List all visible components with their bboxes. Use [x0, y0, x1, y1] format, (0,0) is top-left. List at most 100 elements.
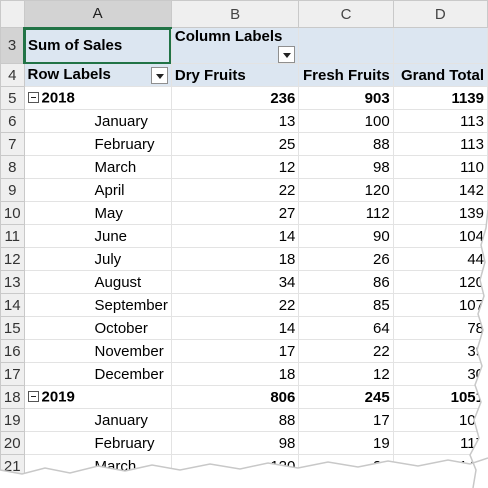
sales-value-cell[interactable]: 26: [298, 247, 394, 271]
sales-value-cell[interactable]: 14: [170, 316, 300, 340]
row-header[interactable]: 21: [0, 454, 25, 478]
row-header[interactable]: 18: [0, 385, 25, 409]
sales-value-cell[interactable]: 112: [298, 201, 394, 225]
year-subtotal-cell[interactable]: 1051: [392, 385, 488, 409]
month-label-cell[interactable]: April: [23, 178, 172, 202]
row-header[interactable]: 14: [0, 293, 25, 317]
sales-value-cell[interactable]: 14: [170, 224, 300, 248]
column-header-d[interactable]: D: [392, 0, 488, 28]
month-label-cell[interactable]: March: [23, 454, 172, 478]
month-label-cell[interactable]: August: [23, 270, 172, 294]
sales-value-cell[interactable]: 120: [298, 178, 394, 202]
sales-value-cell[interactable]: 85: [298, 293, 394, 317]
sales-value-cell[interactable]: 18: [170, 247, 300, 271]
row-header[interactable]: 8: [0, 155, 25, 179]
month-label-cell[interactable]: January: [23, 408, 172, 432]
year-subtotal-cell[interactable]: 903: [298, 86, 394, 110]
sales-value-cell[interactable]: 120: [170, 454, 300, 478]
row-header[interactable]: 20: [0, 431, 25, 455]
sales-value-cell[interactable]: 39: [392, 339, 488, 363]
sales-value-cell[interactable]: 100: [298, 109, 394, 133]
sales-value-cell[interactable]: 27: [170, 201, 300, 225]
month-label-cell[interactable]: January: [23, 109, 172, 133]
sales-value-cell[interactable]: 12: [170, 155, 300, 179]
year-subtotal-cell[interactable]: 236: [170, 86, 300, 110]
row-header[interactable]: 13: [0, 270, 25, 294]
row-header[interactable]: 19: [0, 408, 25, 432]
column-field-item[interactable]: Fresh Fruits: [298, 63, 394, 87]
sales-value-cell[interactable]: 110: [392, 155, 488, 179]
row-header[interactable]: 11: [0, 224, 25, 248]
year-subtotal-cell[interactable]: 245: [298, 385, 394, 409]
month-label-cell[interactable]: March: [23, 155, 172, 179]
column-field-item[interactable]: Dry Fruits: [170, 63, 300, 87]
sales-value-cell[interactable]: 139: [392, 201, 488, 225]
month-label-cell[interactable]: February: [23, 431, 172, 455]
month-label-cell[interactable]: October: [23, 316, 172, 340]
month-label-cell[interactable]: May: [23, 201, 172, 225]
column-header-b[interactable]: B: [170, 0, 300, 28]
sales-value-cell[interactable]: 12: [298, 362, 394, 386]
sales-value-cell[interactable]: 117: [392, 431, 488, 455]
sales-value-cell[interactable]: 86: [298, 270, 394, 294]
collapse-minus-icon[interactable]: [27, 92, 39, 104]
row-header[interactable]: 5: [0, 86, 25, 110]
month-label-cell[interactable]: September: [23, 293, 172, 317]
sales-value-cell[interactable]: 113: [392, 109, 488, 133]
row-header[interactable]: 6: [0, 109, 25, 133]
sales-value-cell[interactable]: 88: [298, 132, 394, 156]
values-field-cell[interactable]: Sum of Sales: [23, 27, 172, 64]
sales-value-cell[interactable]: 22: [298, 339, 394, 363]
column-header-c[interactable]: C: [298, 0, 394, 28]
sales-value-cell[interactable]: 98: [298, 155, 394, 179]
row-header[interactable]: 10: [0, 201, 25, 225]
column-header-a[interactable]: A: [23, 0, 172, 29]
column-labels-cell[interactable]: Column Labels: [170, 27, 300, 64]
row-header[interactable]: 4: [0, 63, 25, 87]
sales-value-cell[interactable]: 88: [170, 408, 300, 432]
row-header[interactable]: 7: [0, 132, 25, 156]
sales-value-cell[interactable]: 25: [170, 132, 300, 156]
sales-value-cell[interactable]: 30: [392, 362, 488, 386]
year-subtotal-cell[interactable]: 1139: [392, 86, 488, 110]
year-group-cell[interactable]: 2019: [23, 385, 172, 409]
sales-value-cell[interactable]: 17: [170, 339, 300, 363]
row-header[interactable]: 12: [0, 247, 25, 271]
row-labels-filter-dropdown-icon[interactable]: [150, 67, 168, 84]
month-label-cell[interactable]: December: [23, 362, 172, 386]
sales-value-cell[interactable]: 140: [392, 454, 488, 478]
sales-value-cell[interactable]: 90: [298, 224, 394, 248]
month-label-cell[interactable]: February: [23, 132, 172, 156]
sales-value-cell[interactable]: 17: [298, 408, 394, 432]
sales-value-cell[interactable]: 18: [170, 362, 300, 386]
month-label-cell[interactable]: November: [23, 339, 172, 363]
year-group-cell[interactable]: 2018: [23, 86, 172, 110]
sales-value-cell[interactable]: 34: [170, 270, 300, 294]
sales-value-cell[interactable]: 105: [392, 408, 488, 432]
sales-value-cell[interactable]: 107: [392, 293, 488, 317]
row-header[interactable]: 16: [0, 339, 25, 363]
sales-value-cell[interactable]: 78: [392, 316, 488, 340]
row-header[interactable]: 3: [0, 27, 25, 64]
select-all-corner[interactable]: [0, 0, 25, 28]
sales-value-cell[interactable]: 98: [170, 431, 300, 455]
pivot-header-cell[interactable]: [392, 27, 488, 64]
sales-value-cell[interactable]: 13: [170, 109, 300, 133]
pivot-header-cell[interactable]: [298, 27, 394, 64]
sales-value-cell[interactable]: 22: [170, 293, 300, 317]
sales-value-cell[interactable]: 22: [170, 178, 300, 202]
sales-value-cell[interactable]: 120: [392, 270, 488, 294]
month-label-cell[interactable]: June: [23, 224, 172, 248]
sales-value-cell[interactable]: 64: [298, 316, 394, 340]
sales-value-cell[interactable]: 142: [392, 178, 488, 202]
sales-value-cell[interactable]: 19: [298, 431, 394, 455]
column-field-item[interactable]: Grand Total: [392, 63, 488, 87]
row-labels-cell[interactable]: Row Labels: [23, 63, 172, 87]
sales-value-cell[interactable]: 113: [392, 132, 488, 156]
column-labels-filter-dropdown-icon[interactable]: [278, 46, 296, 63]
row-header[interactable]: 9: [0, 178, 25, 202]
sales-value-cell[interactable]: 104: [392, 224, 488, 248]
month-label-cell[interactable]: July: [23, 247, 172, 271]
sales-value-cell[interactable]: 20: [298, 454, 394, 478]
row-header[interactable]: 17: [0, 362, 25, 386]
